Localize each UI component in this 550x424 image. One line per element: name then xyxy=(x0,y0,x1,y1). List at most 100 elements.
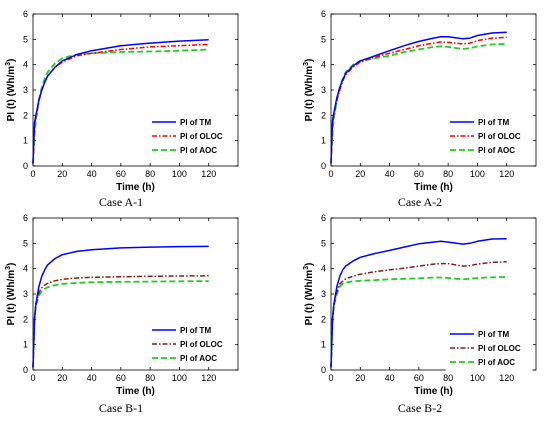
legend-label: PI of TM xyxy=(180,118,211,127)
y-axis-label-superscript: 3 xyxy=(5,266,12,270)
legend-label: PI of AOC xyxy=(180,354,217,363)
series-line-pi-of-tm xyxy=(32,245,209,368)
chart-panel-4: 0 20 40 60 80 100 120 0 1 2 3 4 5 6 Time (h) PI (t) (Wh… xyxy=(303,213,537,415)
y-tick-label: 2 xyxy=(23,110,28,120)
x-tick-label: 80 xyxy=(443,373,453,383)
x-tick-label: 60 xyxy=(116,373,126,383)
x-tick-label: 0 xyxy=(30,373,35,383)
x-tick-label: 0 xyxy=(328,169,333,179)
legend-label: PI of OLOC xyxy=(180,132,223,141)
y-axis-label-main: PI (t) (Wh/m xyxy=(304,66,315,122)
y-tick-label: 6 xyxy=(23,213,28,223)
x-tick-label: 80 xyxy=(443,169,453,179)
y-tick-label: 5 xyxy=(23,34,28,44)
x-tick-label: 120 xyxy=(201,169,216,179)
x-tick-label: 20 xyxy=(57,169,67,179)
y-axis-label-main: PI (t) (Wh/m xyxy=(304,270,315,326)
legend-label: PI of AOC xyxy=(478,358,515,367)
x-tick-label: 20 xyxy=(57,373,67,383)
panel-caption: Case B-1 xyxy=(99,401,143,415)
x-tick-label: 120 xyxy=(201,373,216,383)
x-tick-label: 100 xyxy=(172,169,187,179)
x-tick-label: 0 xyxy=(30,169,35,179)
x-axis-label: Time (h) xyxy=(116,182,155,193)
x-tick-label: 60 xyxy=(414,373,424,383)
y-axis-label-superscript: 3 xyxy=(5,62,12,66)
y-tick-label: 2 xyxy=(23,314,28,324)
y-tick-label: 0 xyxy=(321,365,326,375)
legend-label: PI of OLOC xyxy=(180,340,223,349)
y-tick-label: 5 xyxy=(23,238,28,248)
y-tick-label: 1 xyxy=(23,340,28,350)
y-tick-label: 0 xyxy=(23,161,28,171)
x-tick-label: 120 xyxy=(499,373,514,383)
x-tick-label: 80 xyxy=(145,373,155,383)
y-tick-label: 5 xyxy=(321,238,326,248)
x-tick-label: 40 xyxy=(385,169,395,179)
y-tick-label: 4 xyxy=(23,60,28,70)
legend-label: PI of TM xyxy=(478,330,509,339)
series-line-pi-of-tm xyxy=(330,238,507,368)
y-tick-label: 2 xyxy=(321,110,326,120)
legend-label: PI of AOC xyxy=(180,146,217,155)
x-tick-label: 60 xyxy=(414,169,424,179)
y-axis-label-main: PI (t) (Wh/m xyxy=(6,270,17,326)
y-axis-label-close: ) xyxy=(6,263,17,266)
y-tick-label: 3 xyxy=(321,289,326,299)
y-tick-label: 3 xyxy=(23,289,28,299)
series-line-pi-of-tm xyxy=(32,39,209,164)
y-tick-label: 3 xyxy=(23,85,28,95)
y-tick-label: 1 xyxy=(321,136,326,146)
y-tick-label: 1 xyxy=(321,340,326,350)
x-tick-label: 20 xyxy=(355,169,365,179)
panel-caption: Case A-2 xyxy=(398,195,442,209)
x-tick-label: 120 xyxy=(499,169,514,179)
x-tick-label: 0 xyxy=(328,373,333,383)
y-tick-label: 1 xyxy=(23,136,28,146)
panel-caption: Case B-2 xyxy=(398,401,442,415)
y-tick-label: 2 xyxy=(321,314,326,324)
y-tick-label: 4 xyxy=(23,264,28,274)
series-line-pi-of-aoc xyxy=(330,276,507,368)
x-tick-label: 40 xyxy=(87,373,97,383)
y-tick-label: 5 xyxy=(321,34,326,44)
chart-panel-3: 0 20 40 60 80 100 120 0 1 2 3 4 5 6 Time (h) PI (t) (Wh… xyxy=(5,213,239,415)
y-axis-label-close: ) xyxy=(6,59,17,62)
y-axis-label-close: ) xyxy=(304,263,315,266)
x-axis-label: Time (h) xyxy=(414,386,453,397)
series-line-pi-of-tm xyxy=(330,31,507,164)
y-axis-label-main: PI (t) (Wh/m xyxy=(6,66,17,122)
legend-label: PI of TM xyxy=(180,326,211,335)
y-axis-label-superscript: 3 xyxy=(303,62,310,66)
y-tick-label: 3 xyxy=(321,85,326,95)
x-tick-label: 100 xyxy=(172,373,187,383)
y-axis-label: PI (t) (Wh/m3) xyxy=(303,263,315,326)
series-line-pi-of-oloc xyxy=(330,261,507,368)
x-tick-label: 60 xyxy=(116,169,126,179)
y-tick-label: 6 xyxy=(321,9,326,19)
legend-label: PI of AOC xyxy=(478,146,515,155)
y-tick-label: 6 xyxy=(321,213,326,223)
y-tick-label: 6 xyxy=(23,9,28,19)
y-axis-label: PI (t) (Wh/m3) xyxy=(5,263,17,326)
y-axis-label-close: ) xyxy=(304,59,315,62)
x-axis-label: Time (h) xyxy=(414,182,453,193)
legend-label: PI of OLOC xyxy=(478,344,521,353)
y-tick-label: 0 xyxy=(23,365,28,375)
x-tick-label: 100 xyxy=(470,169,485,179)
legend-label: PI of TM xyxy=(478,118,509,127)
chart-panel-2: 0 20 40 60 80 100 120 0 1 2 3 4 5 6 Time (h) PI (t) (Wh… xyxy=(303,9,537,209)
y-tick-label: 4 xyxy=(321,264,326,274)
x-axis-label: Time (h) xyxy=(116,386,155,397)
x-tick-label: 80 xyxy=(145,169,155,179)
y-axis-label: PI (t) (Wh/m3) xyxy=(303,59,315,122)
x-tick-label: 100 xyxy=(470,373,485,383)
x-tick-label: 40 xyxy=(87,169,97,179)
series-line-pi-of-oloc xyxy=(32,43,209,164)
x-tick-label: 20 xyxy=(355,373,365,383)
y-tick-label: 0 xyxy=(321,161,326,171)
panel-caption: Case A-1 xyxy=(99,195,143,209)
legend-label: PI of OLOC xyxy=(478,132,521,141)
x-tick-label: 40 xyxy=(385,373,395,383)
